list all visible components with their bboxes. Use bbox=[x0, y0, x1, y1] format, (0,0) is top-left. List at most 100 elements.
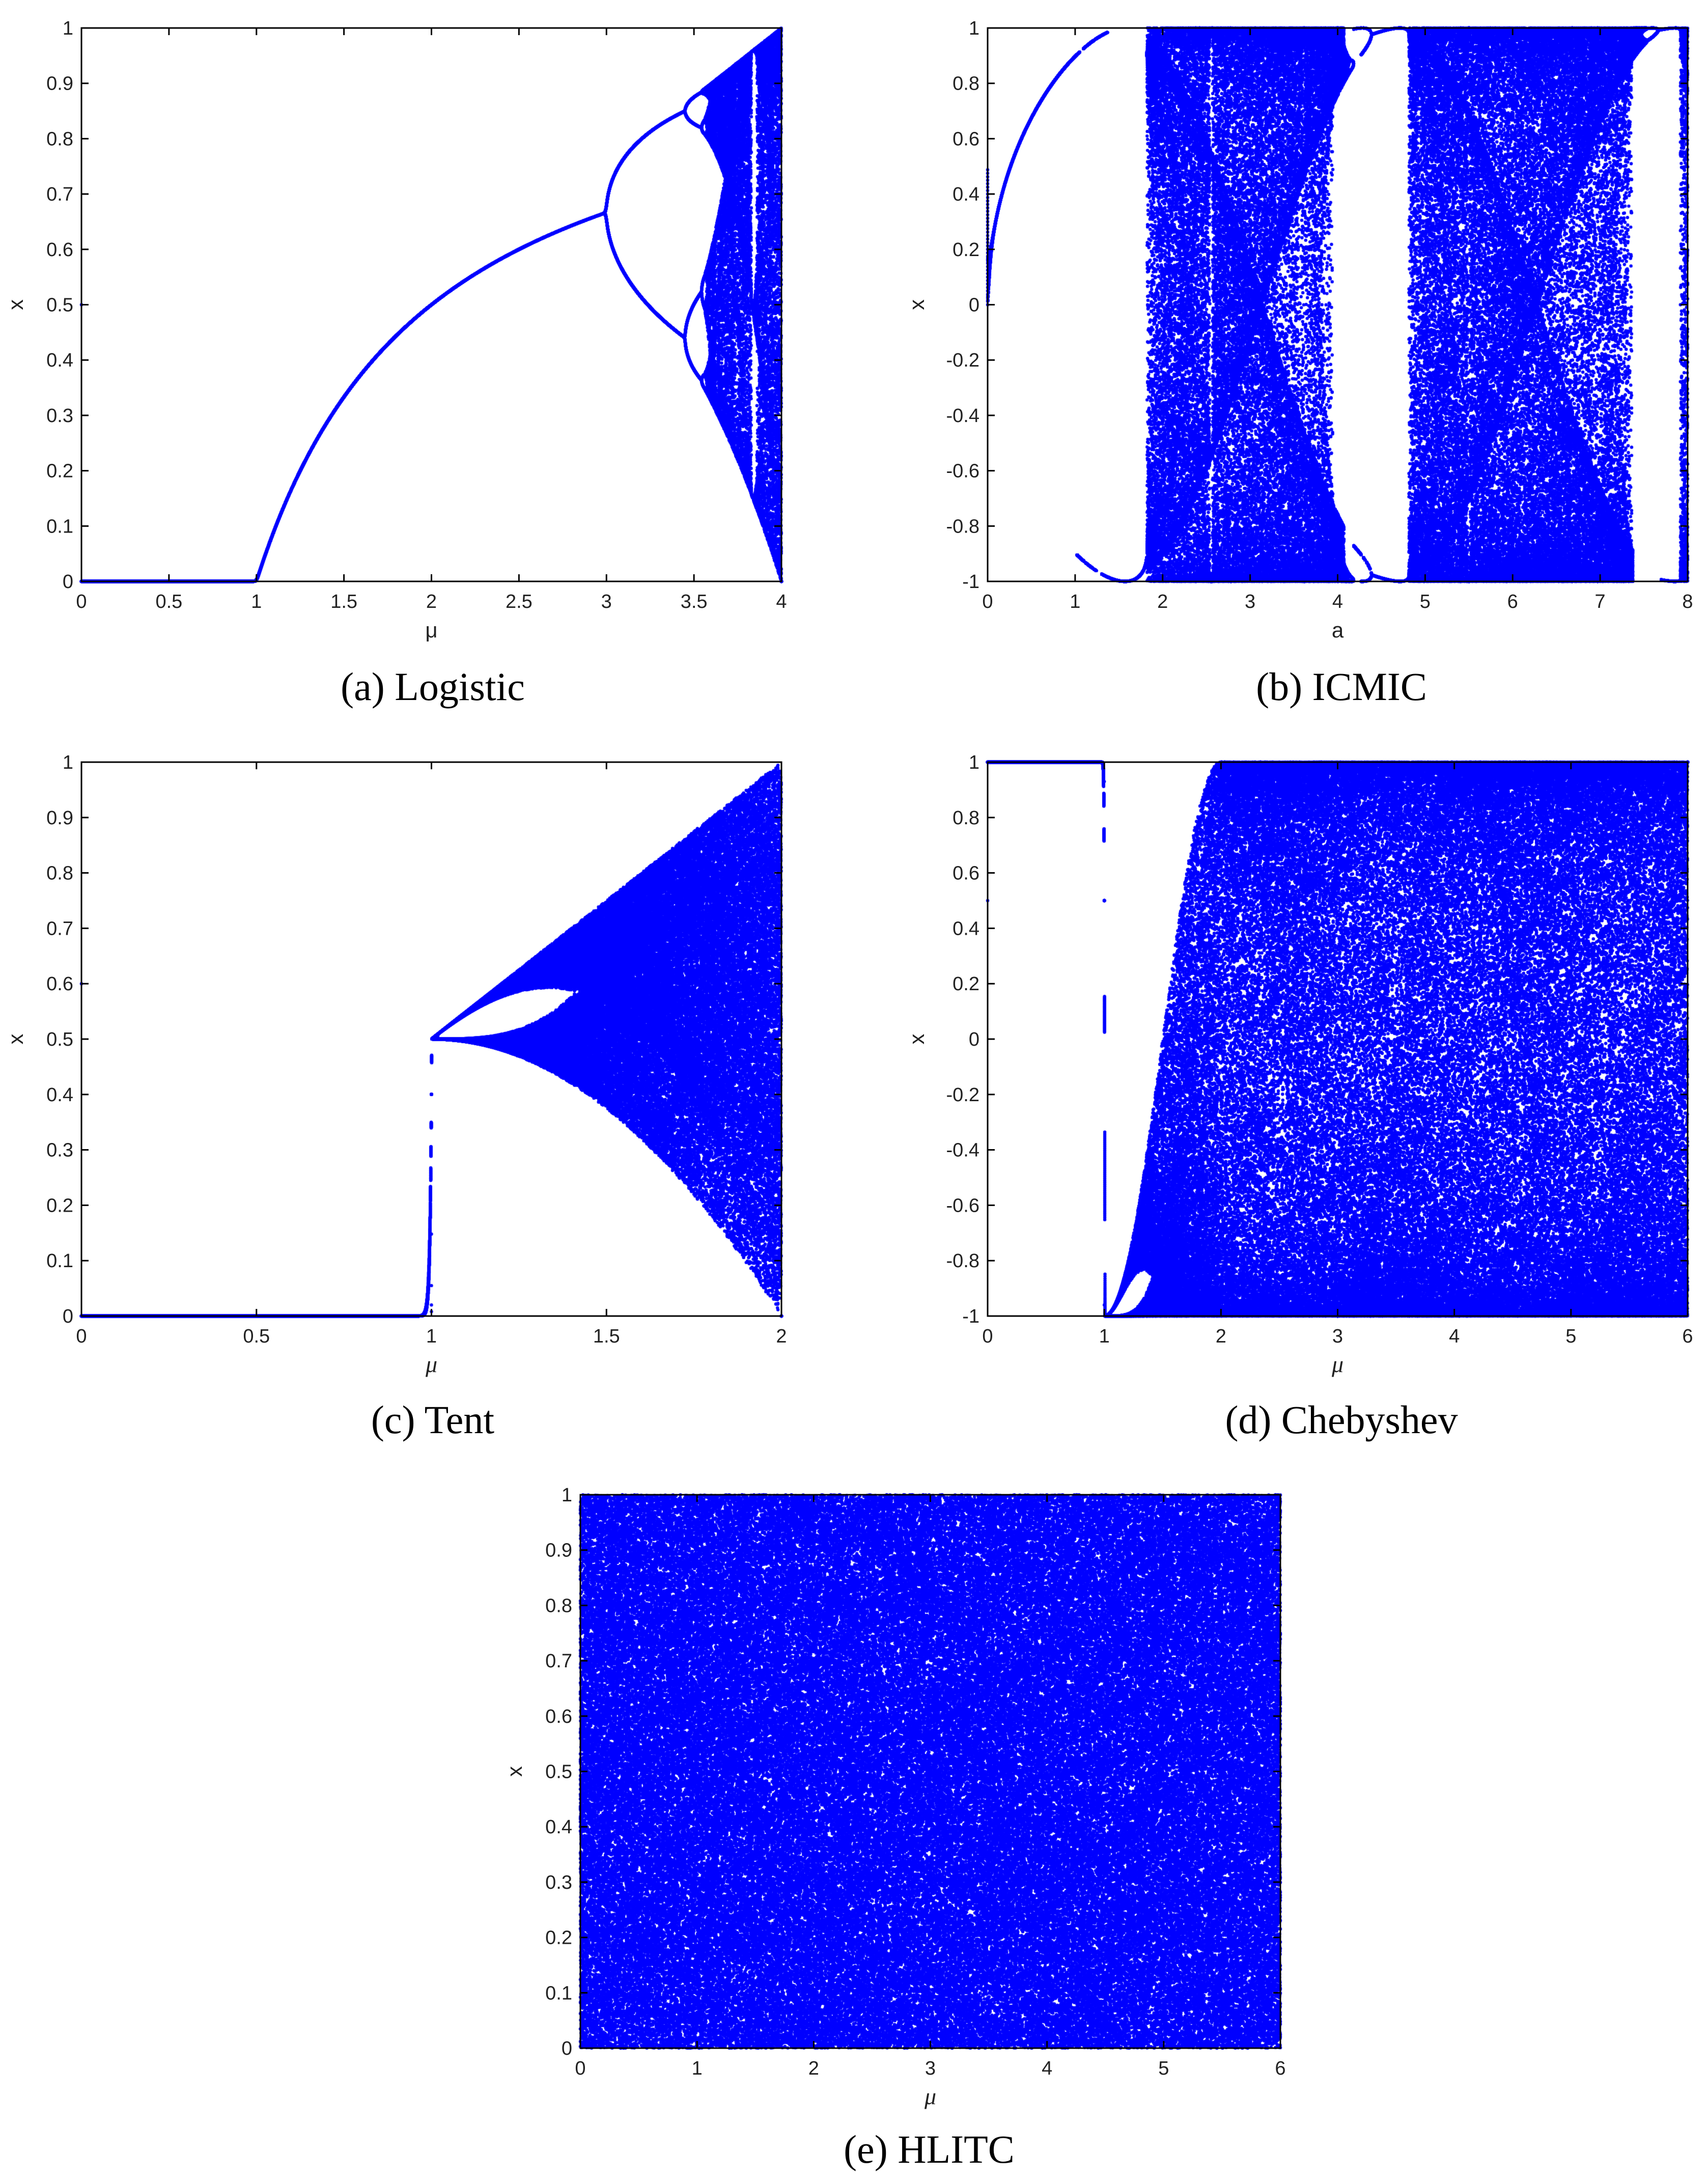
x-tick-label: 1.5 bbox=[593, 1326, 620, 1347]
x-tick-label: 1 bbox=[426, 1326, 437, 1347]
y-tick-label: 0.2 bbox=[953, 239, 979, 261]
x-tick-label: 2 bbox=[1157, 591, 1168, 612]
y-tick-label: 0.4 bbox=[46, 1084, 73, 1106]
chart-panel-4: 0 1 2 3 4 5 6 -1 -0.8 -0.6 -0.4 -0.2 0 0.2 0.4 0.6 0.8 1 μ… bbox=[905, 752, 1693, 1442]
y-tick-label: 0.3 bbox=[545, 1872, 572, 1893]
y-tick-label: 0.6 bbox=[46, 973, 73, 995]
y-tick-label: 0.2 bbox=[46, 461, 73, 482]
scatter-points bbox=[76, 23, 787, 586]
y-tick-label: 0.6 bbox=[545, 1706, 572, 1727]
y-tick-label: 0 bbox=[63, 1306, 73, 1327]
x-tick-label: 3 bbox=[1245, 591, 1255, 612]
y-tick-label: 0.2 bbox=[46, 1195, 73, 1216]
x-tick-label: 5 bbox=[1420, 591, 1431, 612]
y-tick-label: -1 bbox=[962, 1306, 979, 1327]
x-tick-label: 4 bbox=[776, 591, 787, 612]
panel-caption: (c) Tent bbox=[371, 1398, 494, 1442]
x-tick-label: 7 bbox=[1595, 591, 1606, 612]
x-tick-label: 0 bbox=[76, 1326, 87, 1347]
y-tick-label: 1 bbox=[969, 752, 979, 773]
x-axis-label: μ bbox=[1331, 1351, 1343, 1377]
y-tick-label: 0.8 bbox=[545, 1595, 572, 1616]
x-axis-label: μ bbox=[425, 618, 437, 642]
scatter-points bbox=[575, 1490, 1285, 2053]
y-tick-label: -0.4 bbox=[946, 405, 979, 427]
x-tick-label: 2 bbox=[776, 1326, 787, 1347]
y-tick-label: 0 bbox=[63, 571, 73, 593]
y-tick-label: 0.6 bbox=[46, 239, 73, 261]
x-tick-label: 8 bbox=[1682, 591, 1693, 612]
y-tick-label: 0 bbox=[562, 2038, 572, 2059]
y-tick-label: 0.1 bbox=[545, 1982, 572, 2004]
y-tick-label: -0.2 bbox=[946, 350, 979, 371]
x-tick-label: 3.5 bbox=[681, 591, 708, 612]
x-tick-label: 4 bbox=[1042, 2058, 1052, 2079]
y-tick-label: 0.3 bbox=[46, 1140, 73, 1161]
x-tick-label: 0 bbox=[982, 591, 993, 612]
x-tick-label: 5 bbox=[1158, 2058, 1169, 2079]
chart-panel-3: 0 0.5 1 1.5 2 0 0.1 0.2 0.3 0.4 0.5 0.6 0.7 0.8 0.9 1 μ x… bbox=[4, 752, 787, 1442]
x-axis-label: μ bbox=[425, 1351, 437, 1377]
panel-caption: (e) HLITC bbox=[844, 2127, 1015, 2171]
x-tick-label: 0 bbox=[575, 2058, 585, 2079]
scatter-points bbox=[76, 757, 787, 1321]
x-tick-label: 2 bbox=[1216, 1326, 1226, 1347]
y-tick-label: -0.8 bbox=[946, 516, 979, 537]
y-tick-label: 0.9 bbox=[545, 1540, 572, 1561]
panel-caption: (b) ICMIC bbox=[1256, 664, 1427, 709]
y-tick-label: 1 bbox=[63, 752, 73, 773]
x-axis-label: a bbox=[1332, 618, 1344, 642]
x-tick-label: 6 bbox=[1275, 2058, 1285, 2079]
panel-caption: (a) Logistic bbox=[341, 664, 525, 709]
x-tick-label: 3 bbox=[1332, 1326, 1343, 1347]
y-tick-label: 1 bbox=[562, 1485, 572, 1506]
y-tick-label: -0.6 bbox=[946, 1195, 979, 1216]
chart-panel-1: 0 0.5 1 1.5 2 2.5 3 3.5 4 0 0.1 0.2 0.3 0.4 0.5 0.6 0.7 0… bbox=[4, 18, 787, 709]
y-tick-label: 0.6 bbox=[953, 863, 979, 884]
x-tick-label: 0 bbox=[982, 1326, 993, 1347]
y-tick-label: 0.7 bbox=[46, 184, 73, 205]
y-tick-label: 0.2 bbox=[545, 1927, 572, 1949]
y-tick-label: 0.8 bbox=[953, 807, 979, 829]
x-tick-label: 2 bbox=[808, 2058, 819, 2079]
y-tick-label: -0.2 bbox=[946, 1084, 979, 1106]
y-tick-label: 0.5 bbox=[46, 1029, 73, 1050]
y-axis-label: x bbox=[502, 1766, 526, 1777]
y-tick-label: 0 bbox=[969, 1029, 979, 1050]
x-tick-label: 0 bbox=[76, 591, 87, 612]
x-axis-label: μ bbox=[924, 2083, 936, 2109]
y-tick-label: 0.5 bbox=[545, 1762, 572, 1783]
scatter-points bbox=[983, 23, 1693, 586]
y-tick-label: 0.8 bbox=[46, 863, 73, 884]
scatter-points bbox=[983, 757, 1693, 1321]
y-tick-label: -0.4 bbox=[946, 1140, 979, 1161]
y-tick-label: 0.4 bbox=[953, 184, 979, 205]
y-tick-label: 1 bbox=[969, 18, 979, 39]
x-tick-label: 6 bbox=[1682, 1326, 1693, 1347]
x-tick-label: 1 bbox=[1099, 1326, 1110, 1347]
x-tick-label: 1 bbox=[251, 591, 262, 612]
x-tick-label: 1 bbox=[692, 2058, 703, 2079]
y-tick-label: -0.8 bbox=[946, 1250, 979, 1272]
x-tick-label: 4 bbox=[1332, 591, 1343, 612]
y-tick-label: 0.8 bbox=[46, 128, 73, 150]
x-tick-label: 4 bbox=[1449, 1326, 1460, 1347]
x-tick-label: 5 bbox=[1565, 1326, 1576, 1347]
y-tick-label: -0.6 bbox=[946, 461, 979, 482]
x-tick-label: 1 bbox=[1070, 591, 1080, 612]
y-tick-label: 1 bbox=[63, 18, 73, 39]
y-axis-label: x bbox=[4, 1034, 27, 1045]
panel-caption: (d) Chebyshev bbox=[1225, 1398, 1458, 1442]
x-tick-label: 0.5 bbox=[155, 591, 182, 612]
y-tick-label: 0.7 bbox=[46, 918, 73, 939]
y-tick-label: 0.8 bbox=[953, 73, 979, 95]
y-axis-label: x bbox=[905, 1034, 929, 1045]
x-tick-label: 0.5 bbox=[243, 1326, 270, 1347]
y-axis-label: x bbox=[905, 299, 929, 310]
chart-panel-5: 0 1 2 3 4 5 6 0 0.1 0.2 0.3 0.4 0.5 0.6 0.7 0.8 0.9 1 μ x (e… bbox=[502, 1485, 1286, 2171]
x-tick-label: 2 bbox=[426, 591, 437, 612]
y-tick-label: 0.9 bbox=[46, 73, 73, 95]
y-tick-label: 0.2 bbox=[953, 973, 979, 995]
x-tick-label: 1.5 bbox=[330, 591, 357, 612]
